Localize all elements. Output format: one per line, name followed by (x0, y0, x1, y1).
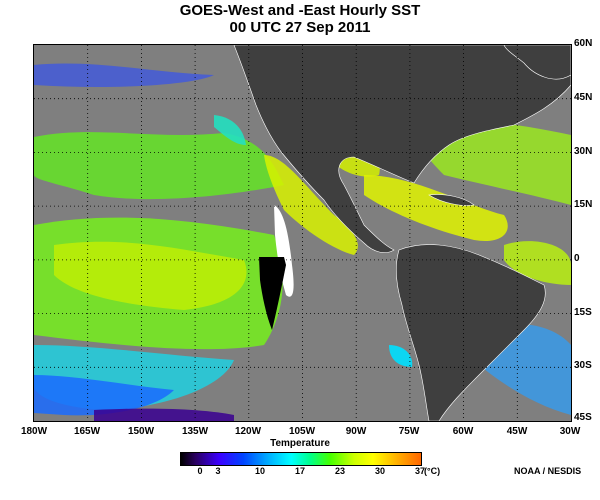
page-title: GOES-West and -East Hourly SST (179, 2, 421, 19)
lat-label-0: 0 (574, 253, 580, 264)
colorbar-tick: 0 (197, 466, 203, 476)
lat-label-45s: 45S (574, 412, 592, 423)
colorbar-tick: 10 (254, 466, 265, 476)
lat-label-60n: 60N (574, 38, 593, 49)
lat-label-45n: 45N (574, 92, 593, 103)
lat-label-15s: 15S (574, 307, 592, 318)
lat-label-15n: 15N (574, 199, 593, 210)
lon-label-60w: 60W (452, 426, 474, 437)
colorbar-tick: 3 (215, 466, 221, 476)
lon-label-135w: 135W (181, 426, 209, 437)
lon-label-180w: 180W (20, 426, 48, 437)
colorbar-title: Temperature (270, 438, 330, 449)
swath-gap-white (274, 205, 294, 297)
lat-label-30n: 30N (574, 146, 593, 157)
lon-label-120w: 120W (234, 426, 262, 437)
cuba (428, 194, 475, 206)
land-layer (233, 45, 571, 421)
lon-label-105w: 105W (288, 426, 316, 437)
colorbar-tick: 23 (334, 466, 345, 476)
page-subtitle: 00 UTC 27 Sep 2011 (229, 19, 371, 36)
lon-label-165w: 165W (73, 426, 101, 437)
credit-text: NOAA / NESDIS (514, 466, 582, 476)
lon-label-30w: 30W (559, 426, 581, 437)
colorbar-tick: 37 (414, 466, 425, 476)
temperature-colorbar (180, 452, 422, 466)
colorbar-tick: 30 (374, 466, 385, 476)
colorbar-tick: 17 (294, 466, 305, 476)
south-america (395, 244, 546, 421)
north-america (233, 45, 571, 253)
greenland (503, 45, 571, 80)
lon-label-150w: 150W (127, 426, 155, 437)
lon-label-75w: 75W (398, 426, 420, 437)
lat-label-30s: 30S (574, 360, 592, 371)
graticule (34, 45, 571, 421)
colorbar-unit: (°C) (424, 466, 441, 476)
lon-label-45w: 45W (506, 426, 528, 437)
lon-label-90w: 90W (345, 426, 367, 437)
sst-map (33, 44, 572, 422)
swath-gap-black (259, 257, 286, 330)
